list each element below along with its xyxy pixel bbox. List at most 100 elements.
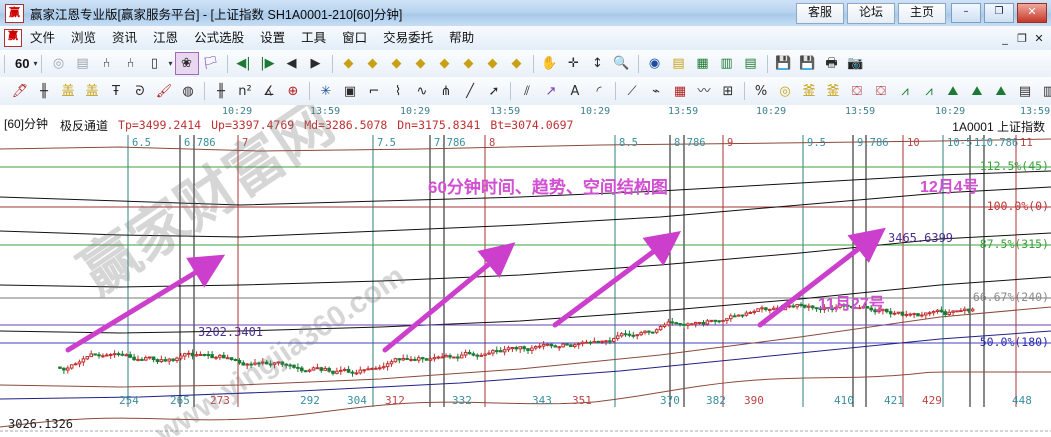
window-close-button[interactable]: ✕ xyxy=(1017,3,1047,23)
menu-item-file[interactable]: 文件 xyxy=(30,31,56,45)
mountain-3-icon[interactable]: ⛰ xyxy=(995,83,1007,99)
red-frame-icon[interactable]: ⛋ xyxy=(852,83,862,99)
camera-icon[interactable]: 📷 xyxy=(847,56,864,71)
gann-fan-icon[interactable]: ╫ xyxy=(40,83,48,99)
zoom-out-diamond-icon[interactable]: ◆ xyxy=(343,56,354,71)
red-frame-2-icon[interactable]: ⛋ xyxy=(876,83,886,99)
n-square-icon[interactable]: n² xyxy=(238,83,252,99)
period-selector[interactable]: 60 ▾ xyxy=(15,56,37,71)
gann-tool-icon[interactable]: ❀ xyxy=(174,52,199,75)
candle-dropdown-caret[interactable]: ▾ xyxy=(168,59,173,68)
forum-button[interactable]: 论坛 xyxy=(847,2,895,24)
candle-icon[interactable]: ▯ xyxy=(150,56,159,71)
zoom-in-diamond-icon[interactable]: ◆ xyxy=(367,56,378,71)
fibonacci-icon[interactable]: Ŧ xyxy=(112,83,120,99)
window-minimize-button[interactable]: – xyxy=(951,3,981,23)
lock-draw-icon[interactable]: ▥ xyxy=(1042,83,1051,99)
step-line-icon[interactable]: ⌐ xyxy=(368,83,380,99)
table-icon[interactable]: ▤ xyxy=(744,56,757,71)
diamond-8-icon[interactable]: ◆ xyxy=(511,56,522,71)
customer-service-button[interactable]: 客服 xyxy=(796,2,844,24)
bar-count-label: 410 xyxy=(834,394,854,407)
grid-icon[interactable]: ▦ xyxy=(696,56,709,71)
ray-icon[interactable]: ➚ xyxy=(488,83,500,99)
last-page-icon[interactable]: |▶ xyxy=(260,56,275,71)
pitchfork-icon[interactable]: ⋔ xyxy=(440,83,452,99)
calendar-icon[interactable]: ▤ xyxy=(672,56,685,71)
ruler-icon[interactable]: ⊞ xyxy=(722,83,734,99)
flag-icon[interactable]: 🏳 xyxy=(202,56,219,71)
gann-box-gold-icon[interactable]: 盖 xyxy=(61,83,75,99)
arc-icon[interactable]: ◜ xyxy=(596,83,602,99)
spiral-icon[interactable]: ᘒ xyxy=(135,83,145,99)
globe-icon[interactable]: ◉ xyxy=(648,56,661,71)
text-tool-icon[interactable]: A xyxy=(570,83,580,99)
star-icon[interactable]: ✳ xyxy=(320,83,332,99)
channel-icon[interactable]: ⫽ xyxy=(524,83,530,99)
menu-item-tools[interactable]: 工具 xyxy=(301,31,327,45)
menu-item-window[interactable]: 窗口 xyxy=(342,31,368,45)
mountain-2-icon[interactable]: ⛰ xyxy=(971,83,983,99)
mountain-icon[interactable]: ⛰ xyxy=(947,83,959,99)
regression-icon[interactable]: ⌁ xyxy=(652,83,660,99)
zigzag-green-icon[interactable]: ⩘ xyxy=(901,83,909,99)
prev-icon[interactable]: ◀ xyxy=(286,56,297,71)
diamond-6-icon[interactable]: ◆ xyxy=(463,56,474,71)
print-icon[interactable]: 🖶 xyxy=(825,56,838,71)
menu-item-formula-stock-pick[interactable]: 公式选股 xyxy=(194,31,245,45)
cycle-icon[interactable]: 〰 xyxy=(697,83,711,99)
mdi-minimize-icon[interactable]: _ xyxy=(1002,31,1008,45)
mdi-restore-icon[interactable]: ❐ xyxy=(1017,31,1027,45)
next-icon[interactable]: ▶ xyxy=(310,56,321,71)
brush-icon[interactable]: 🖌 xyxy=(155,83,173,99)
box-tool-icon[interactable]: ▦ xyxy=(673,83,687,99)
speed-line-icon[interactable]: ⟋ xyxy=(627,83,637,99)
diamond-5-icon[interactable]: ◆ xyxy=(439,56,450,71)
diamond-4-icon[interactable]: ◆ xyxy=(415,56,426,71)
measure-icon[interactable]: ↕ xyxy=(592,56,603,71)
stock-search-icon[interactable]: ◎ xyxy=(52,56,65,71)
mdi-close-icon[interactable]: ✕ xyxy=(1034,31,1044,45)
menu-item-help[interactable]: 帮助 xyxy=(449,31,475,45)
plot-canvas[interactable] xyxy=(0,135,1051,437)
bar-count-label: 421 xyxy=(884,394,904,407)
gann-box-gold-2-icon[interactable]: 盖 xyxy=(85,83,99,99)
trend-line-icon[interactable]: ╱ xyxy=(466,83,474,99)
percent-icon[interactable]: % xyxy=(754,83,768,99)
chart-area[interactable]: [60]分钟 10:29 13:59 10:29 13:59 10:29 13:59 10:… xyxy=(0,105,1051,437)
angle-icon[interactable]: ∡ xyxy=(263,83,275,99)
diamond-7-icon[interactable]: ◆ xyxy=(487,56,498,71)
circle-tool-icon[interactable]: ◍ xyxy=(182,83,194,99)
target-icon[interactable]: ⊕ xyxy=(287,83,299,99)
percent-tool-icon[interactable]: ⌇ xyxy=(394,83,402,99)
delete-draw-icon[interactable]: ▤ xyxy=(1018,83,1032,99)
coin-icon[interactable]: ◎ xyxy=(779,83,791,99)
gold-frame-2-icon[interactable]: 釜 xyxy=(826,83,840,99)
wave-icon[interactable]: ∿ xyxy=(416,83,428,99)
menu-item-trade[interactable]: 交易委托 xyxy=(383,31,434,45)
menu-item-news[interactable]: 资讯 xyxy=(112,31,138,45)
layout-icon[interactable]: ▥ xyxy=(720,56,733,71)
square-frame-icon[interactable]: ▣ xyxy=(343,83,357,99)
bar-chart-icon[interactable]: ⑃ xyxy=(102,56,111,71)
bar-chart-2-icon[interactable]: ⑃ xyxy=(126,56,135,71)
first-page-icon[interactable]: ◀| xyxy=(236,56,251,71)
pen-draw-icon[interactable]: 🖊 xyxy=(11,83,29,99)
menu-item-gann[interactable]: 江恩 xyxy=(153,31,179,45)
menu-item-browse[interactable]: 浏览 xyxy=(71,31,97,45)
save-icon[interactable]: 💾 xyxy=(775,56,792,71)
diamond-3-icon[interactable]: ◆ xyxy=(391,56,402,71)
save-as-icon[interactable]: 💾 xyxy=(799,56,816,71)
zigzag-green-2-icon[interactable]: ⩘ xyxy=(925,83,933,99)
window-maximize-button[interactable]: ❐ xyxy=(984,3,1014,23)
homepage-button[interactable]: 主页 xyxy=(898,2,946,24)
report-icon[interactable]: ▤ xyxy=(76,56,89,71)
time-tick-label: 13:59 xyxy=(845,106,876,117)
hand-tool-icon[interactable]: ✋ xyxy=(541,56,558,71)
grid-lines-icon[interactable]: ╫ xyxy=(217,83,225,99)
crosshair-icon[interactable]: ✛ xyxy=(568,56,579,71)
menu-item-settings[interactable]: 设置 xyxy=(260,31,286,45)
arrow-tool-icon[interactable]: ↗ xyxy=(545,83,557,99)
gold-frame-icon[interactable]: 釜 xyxy=(802,83,816,99)
magnifier-icon[interactable]: 🔍 xyxy=(613,56,630,71)
